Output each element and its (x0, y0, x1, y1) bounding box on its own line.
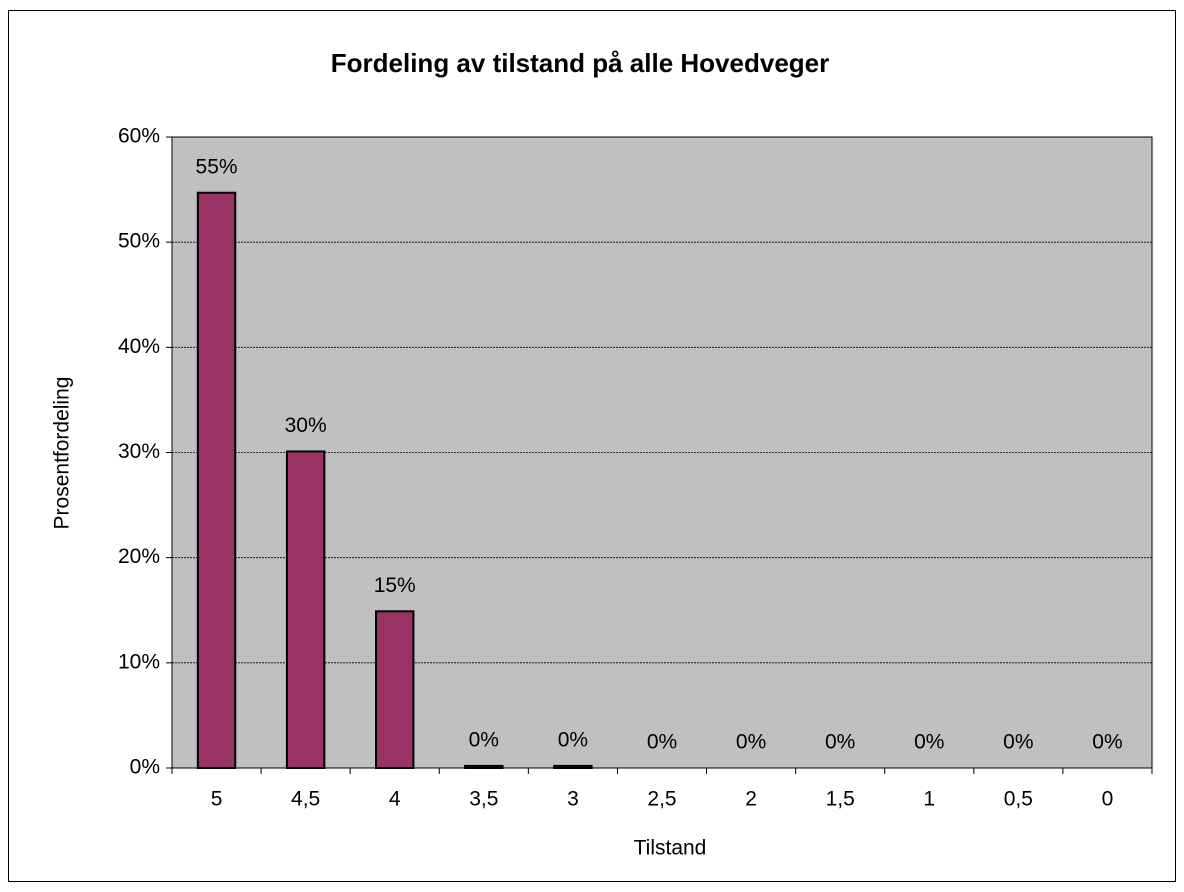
y-tick-label: 50% (118, 230, 160, 253)
bar (285, 450, 326, 769)
x-tick-label: 1,5 (826, 788, 855, 811)
x-tick-label: 3 (567, 788, 579, 811)
x-axis-title: Tilstand (634, 837, 707, 860)
bar (196, 191, 237, 769)
x-tick-label: 2 (745, 788, 757, 811)
y-tick-label: 0% (130, 756, 160, 779)
data-label: 0% (469, 728, 499, 751)
y-axis-title: Prosentfordeling (51, 377, 74, 530)
data-label: 0% (736, 731, 766, 754)
data-label: 0% (1092, 731, 1122, 754)
bar (375, 610, 415, 770)
x-tick-label: 2,5 (647, 788, 676, 811)
y-tick-label: 20% (118, 545, 160, 568)
bar (553, 764, 593, 770)
data-label: 15% (374, 574, 416, 597)
data-label: 0% (1003, 731, 1033, 754)
y-tick-label: 30% (118, 440, 160, 463)
y-tick-label: 60% (118, 125, 160, 148)
x-tick-label: 4,5 (291, 788, 320, 811)
x-tick-label: 3,5 (469, 788, 498, 811)
x-tick-label: 5 (211, 788, 223, 811)
data-label: 0% (914, 731, 944, 754)
y-tick-label: 10% (118, 650, 160, 673)
x-tick-label: 4 (389, 788, 401, 811)
data-label: 0% (558, 728, 588, 751)
x-tick-label: 0,5 (1004, 788, 1033, 811)
chart-title: Fordeling av tilstand på alle Hovedveger (331, 48, 829, 78)
data-label: 0% (825, 731, 855, 754)
x-tick-label: 0 (1102, 788, 1114, 811)
y-tick-label: 40% (118, 335, 160, 358)
data-label: 0% (647, 731, 677, 754)
x-tick-label: 1 (923, 788, 935, 811)
data-label: 30% (285, 414, 327, 437)
bar (464, 764, 504, 770)
data-label: 55% (196, 155, 238, 178)
